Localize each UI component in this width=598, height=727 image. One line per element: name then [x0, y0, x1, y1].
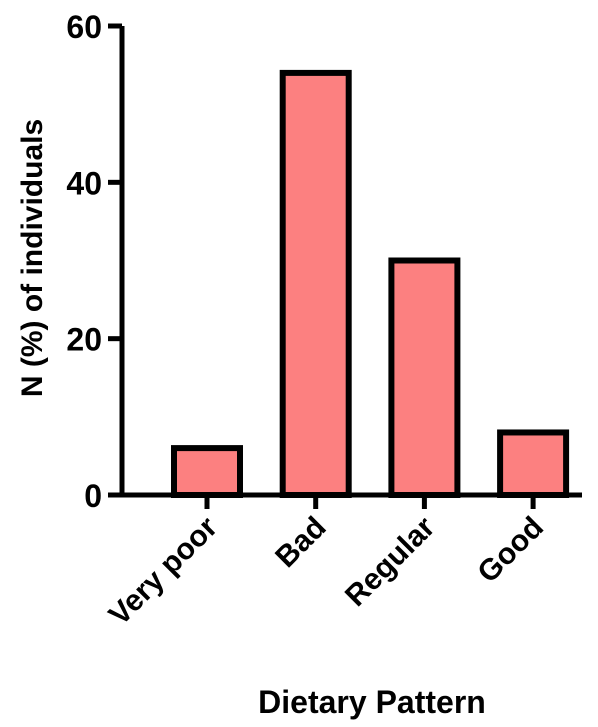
y-tick-label: 60 [66, 9, 102, 45]
bar-bad [279, 69, 352, 499]
x-tick-label: Good [471, 511, 550, 590]
bar-regular [388, 257, 461, 498]
x-axis-ticks: Very poor Bad Regular Good [103, 495, 550, 632]
y-tick-label: 0 [84, 478, 102, 514]
bar-very-poor [171, 445, 243, 499]
y-axis-ticks: 0 20 40 60 [66, 9, 122, 514]
x-tick-label: Regular [339, 510, 442, 613]
y-tick-label: 40 [66, 165, 102, 201]
bars [171, 69, 570, 499]
y-tick-label: 20 [66, 322, 102, 358]
x-tick-label: Bad [269, 511, 332, 574]
bar-good [497, 429, 570, 499]
y-axis-label: N (%) of individuals [16, 119, 49, 397]
x-tick-label: Very poor [103, 510, 224, 631]
x-axis-label: Dietary Pattern [258, 684, 486, 720]
